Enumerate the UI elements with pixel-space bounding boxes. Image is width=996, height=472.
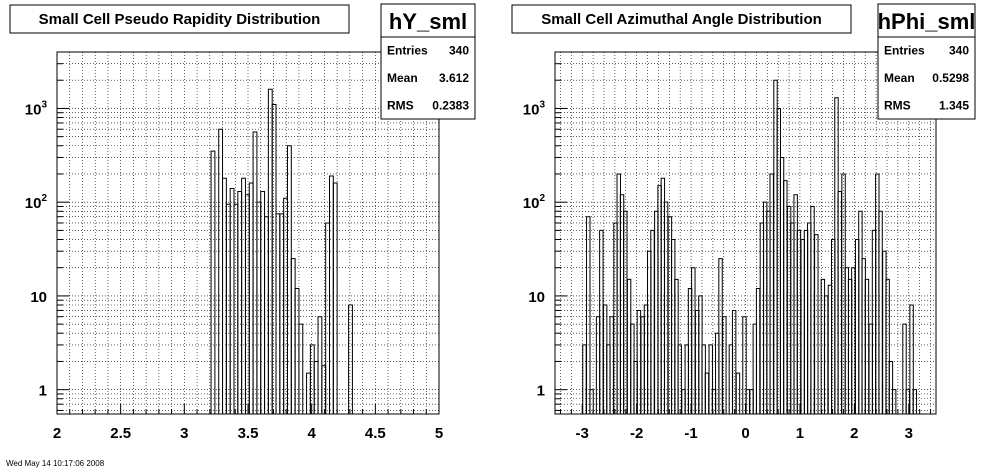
histogram-bins xyxy=(210,88,353,414)
histogram-bin xyxy=(589,389,594,414)
histogram-bin xyxy=(708,344,713,414)
title-box xyxy=(9,4,350,34)
histogram-bin xyxy=(742,316,747,414)
y-tick-label: 1 xyxy=(39,383,47,400)
histogram-bins xyxy=(582,79,918,414)
grid xyxy=(555,52,936,414)
histogram-bin xyxy=(902,323,907,414)
stats-label: Mean xyxy=(387,71,418,85)
histogram-bin xyxy=(814,234,819,414)
stats-value: 0.5298 xyxy=(932,71,969,85)
histogram-bin xyxy=(888,360,894,414)
x-tick-label: 3 xyxy=(905,425,913,442)
histogram-bin xyxy=(735,372,741,414)
x-tick-label: -1 xyxy=(684,425,697,442)
histogram-bin xyxy=(885,278,890,414)
x-tick-label: 3.5 xyxy=(238,425,259,442)
histogram-bin xyxy=(586,216,591,414)
x-tick-label: 1 xyxy=(796,425,804,442)
stats-label: Mean xyxy=(884,71,915,85)
y-tick-label: 102 xyxy=(25,193,48,212)
stats-value: 1.345 xyxy=(939,98,969,112)
histogram-bin xyxy=(891,389,897,414)
histogram-bin xyxy=(677,344,682,414)
stats-name: hPhi_sml xyxy=(878,9,976,34)
stats-label: RMS xyxy=(884,98,911,112)
stats-value: 340 xyxy=(449,44,469,58)
grid xyxy=(57,52,439,414)
x-tick-label: 5 xyxy=(435,425,443,442)
azimuthal-histogram: -3 -2 -1 0 1 2 3 1 10 102 103 Small Cell Azimuthal … xyxy=(511,3,976,442)
chart-title: Small Cell Azimuthal Angle Distribution xyxy=(541,11,822,28)
y-tick-label: 10 xyxy=(30,289,47,306)
histogram-bin xyxy=(298,323,304,414)
stats-value: 0.2383 xyxy=(432,98,469,112)
x-tick-label: 3 xyxy=(180,425,188,442)
y-axis-ticks xyxy=(57,51,69,411)
stats-label: Entries xyxy=(387,44,428,58)
x-tick-label: 2 xyxy=(53,425,61,442)
stats-label: RMS xyxy=(387,98,414,112)
stats-value: 3.612 xyxy=(439,71,469,85)
y-axis-ticks xyxy=(555,51,567,411)
histogram-bin xyxy=(731,309,737,414)
x-tick-label: 4.5 xyxy=(365,425,386,442)
histogram-bin xyxy=(332,182,338,414)
histogram-bin xyxy=(210,150,216,414)
x-axis-ticks xyxy=(56,404,440,414)
y-tick-label: 103 xyxy=(25,99,48,118)
y-tick-label: 10 xyxy=(528,289,545,306)
x-tick-label: 4 xyxy=(307,425,316,442)
stats-box xyxy=(877,3,976,120)
y-tick-label: 1 xyxy=(537,383,545,400)
y-tick-label: 103 xyxy=(523,99,546,118)
x-tick-label: -3 xyxy=(576,425,589,442)
rapidity-histogram: 2 2.5 3 3.5 4 4.5 5 1 10 102 103 Small Cell Pseudo … xyxy=(9,3,476,442)
stats-box xyxy=(380,3,476,120)
chart-title: Small Cell Pseudo Rapidity Distribution xyxy=(39,11,321,28)
stats-label: Entries xyxy=(884,44,925,58)
x-tick-label: -2 xyxy=(630,425,643,442)
x-axis-ticks xyxy=(559,404,932,414)
stats-name: hY_sml xyxy=(389,9,467,34)
histogram-bin xyxy=(912,389,918,414)
histogram-bin xyxy=(348,304,353,414)
stats-value: 340 xyxy=(949,44,969,58)
histogram-bin xyxy=(909,304,914,414)
histogram-bin xyxy=(722,316,727,414)
x-tick-label: 2 xyxy=(850,425,858,442)
x-tick-label: 2.5 xyxy=(110,425,131,442)
title-box xyxy=(511,4,852,34)
y-tick-label: 102 xyxy=(523,193,546,212)
x-tick-label: 0 xyxy=(741,425,749,442)
timestamp-footer: Wed May 14 10:17:06 2008 xyxy=(6,459,105,468)
